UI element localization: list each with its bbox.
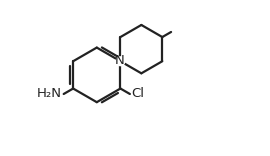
Text: N: N — [115, 54, 124, 67]
Circle shape — [116, 57, 125, 66]
Text: H₂N: H₂N — [37, 88, 62, 100]
Text: Cl: Cl — [131, 88, 144, 100]
